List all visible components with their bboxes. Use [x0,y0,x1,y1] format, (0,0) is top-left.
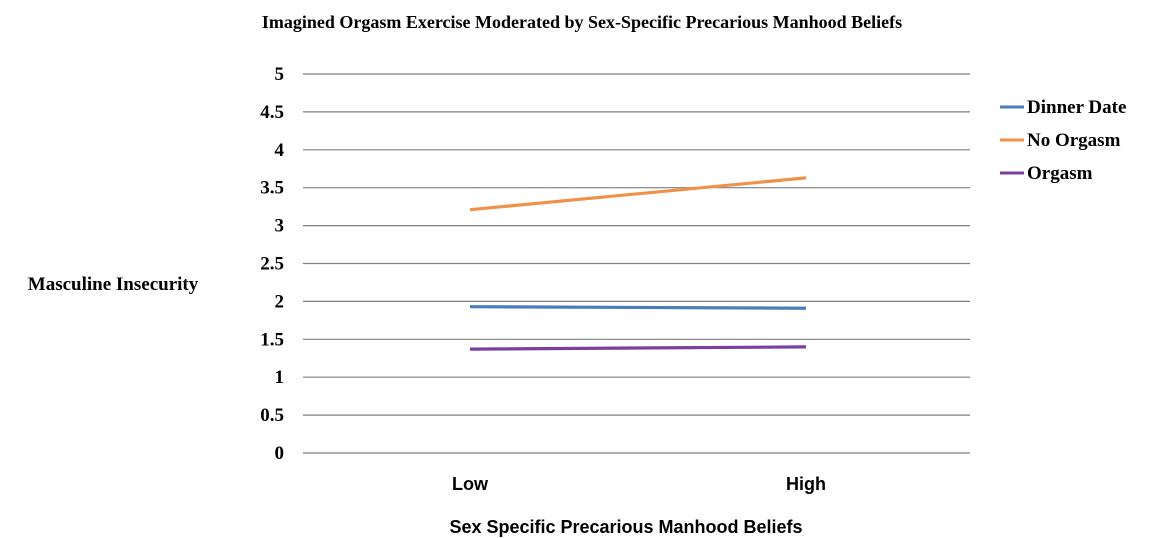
y-tick-label: 1 [275,367,285,388]
y-tick-label: 0.5 [260,405,284,426]
y-tick-labels: 0 0.5 1 1.5 2 2.5 3 3.5 4 4.5 5 [260,64,284,464]
legend-label: No Orgasm [1027,130,1121,151]
y-axis-label: Masculine Insecurity [28,274,199,295]
chart-title: Imagined Orgasm Exercise Moderated by Se… [262,12,902,32]
x-tick-label: Low [452,474,489,494]
y-tick-label: 2.5 [260,254,284,275]
legend-label: Dinner Date [1027,97,1126,118]
y-tick-label: 0 [275,443,285,464]
series-layer [469,176,807,351]
y-tick-label: 2 [275,291,285,312]
y-tick-label: 1.5 [260,329,284,350]
series-line-no-orgasm [469,176,807,212]
y-tick-label: 4.5 [260,102,284,123]
x-axis-label: Sex Specific Precarious Manhood Beliefs [449,517,802,537]
series-line-dinner-date [469,305,807,310]
x-tick-label: High [786,474,826,494]
y-tick-label: 3.5 [260,178,284,199]
y-tick-label: 3 [275,216,285,237]
y-tick-label: 4 [275,140,285,161]
legend: Dinner Date No Orgasm Orgasm [1000,97,1126,184]
y-tick-label: 5 [275,64,285,85]
legend-label: Orgasm [1027,163,1093,184]
grid-layer [303,73,970,454]
series-line-orgasm [469,345,807,351]
x-tick-labels: Low High [452,474,826,494]
